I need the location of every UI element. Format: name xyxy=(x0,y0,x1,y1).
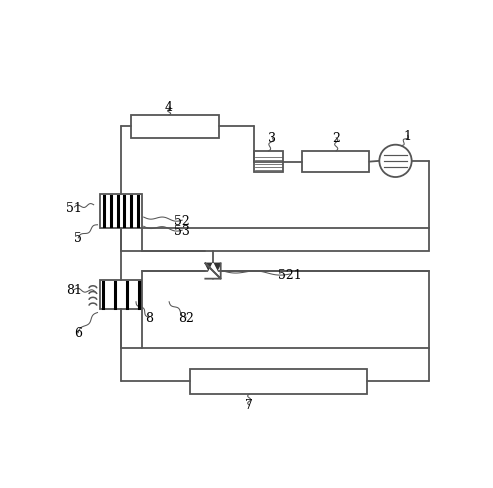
Bar xyxy=(100,195,142,228)
Bar xyxy=(142,228,428,251)
Circle shape xyxy=(379,145,412,178)
Text: 51: 51 xyxy=(67,201,82,214)
Text: 3: 3 xyxy=(268,132,276,145)
Text: 4: 4 xyxy=(165,101,173,114)
Polygon shape xyxy=(205,264,221,279)
Bar xyxy=(100,281,142,310)
Bar xyxy=(142,271,428,348)
Bar xyxy=(131,116,219,139)
Text: 521: 521 xyxy=(278,268,302,281)
Bar xyxy=(190,369,367,394)
Bar xyxy=(254,152,283,173)
Text: 5: 5 xyxy=(74,232,82,245)
Text: 81: 81 xyxy=(67,284,82,296)
Text: 8: 8 xyxy=(145,311,153,324)
Text: 2: 2 xyxy=(332,132,340,145)
Text: 52: 52 xyxy=(175,214,190,227)
Text: 7: 7 xyxy=(245,399,253,411)
Text: 53: 53 xyxy=(174,224,190,237)
Polygon shape xyxy=(205,264,221,279)
Text: 82: 82 xyxy=(178,311,194,324)
Text: 1: 1 xyxy=(404,130,412,142)
Bar xyxy=(302,152,369,173)
Text: 6: 6 xyxy=(74,326,82,339)
